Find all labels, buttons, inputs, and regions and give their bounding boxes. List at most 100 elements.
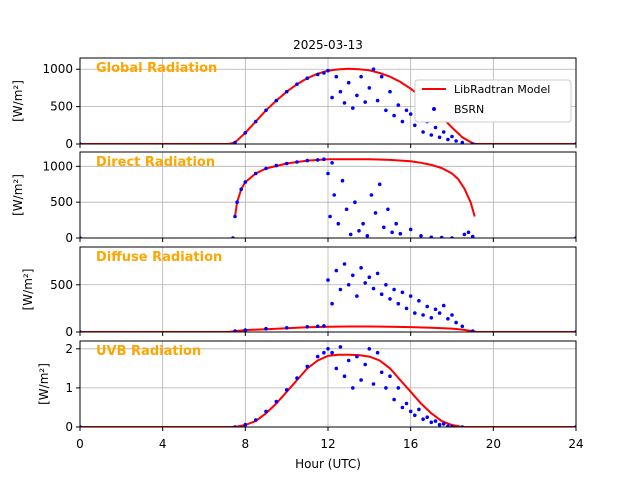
bsrn-point xyxy=(369,193,374,197)
y-axis-label: [W/m²] xyxy=(11,80,25,122)
bsrn-point xyxy=(351,386,355,390)
bsrn-point xyxy=(384,386,388,390)
y-tick-label: 0 xyxy=(65,325,73,339)
bsrn-point xyxy=(274,163,279,168)
bsrn-point xyxy=(404,401,409,406)
bsrn-point xyxy=(388,297,392,301)
bsrn-point xyxy=(384,283,388,287)
bsrn-point xyxy=(400,290,405,295)
bsrn-point xyxy=(408,294,413,298)
bsrn-point xyxy=(404,306,409,311)
bsrn-point xyxy=(305,364,310,369)
bsrn-point xyxy=(390,230,394,235)
legend-bsrn-label: BSRN xyxy=(454,103,484,116)
x-axis: 0 4 8 12 16 20 24 xyxy=(76,437,583,451)
bsrn-point xyxy=(400,405,405,410)
bsrn-point xyxy=(322,71,326,75)
bsrn-point xyxy=(367,275,372,280)
bsrn-point xyxy=(359,74,363,79)
bsrn-point xyxy=(371,382,376,386)
x-tick-label: 24 xyxy=(568,437,583,451)
bsrn-point xyxy=(359,266,363,270)
bsrn-point xyxy=(392,113,396,118)
bsrn-point xyxy=(408,409,413,414)
bsrn-point xyxy=(413,413,417,418)
bsrn-point xyxy=(342,374,347,379)
bsrn-point xyxy=(315,72,320,77)
panel-1: 0 500 1000 [W/m²] Global Radiation xyxy=(11,57,577,151)
bsrn-point xyxy=(429,133,434,137)
bsrn-point xyxy=(284,326,289,330)
bsrn-point xyxy=(328,214,332,219)
bsrn-point xyxy=(375,350,380,355)
bsrn-point xyxy=(441,422,446,426)
bsrn-point xyxy=(388,89,392,94)
bsrn-point xyxy=(421,313,425,317)
bsrn-point xyxy=(441,303,446,308)
bsrn-point xyxy=(437,135,442,140)
bsrn-point xyxy=(233,214,237,219)
bsrn-point xyxy=(295,160,299,164)
bsrn-point xyxy=(462,232,467,237)
bsrn-point xyxy=(439,235,444,238)
bsrn-point xyxy=(326,347,330,351)
bsrn-point xyxy=(274,399,279,404)
bsrn-point xyxy=(413,311,417,315)
panel-title: UVB Radiation xyxy=(96,344,201,359)
x-tick-label: 20 xyxy=(486,437,501,451)
bsrn-point xyxy=(419,234,423,238)
panel-2: 0 500 1000 [W/m²] Direct Radiation xyxy=(11,151,577,245)
bsrn-point xyxy=(429,420,434,425)
bsrn-point xyxy=(363,362,368,367)
bsrn-point xyxy=(243,180,248,184)
bsrn-point xyxy=(466,230,471,235)
model-line xyxy=(234,158,476,217)
bsrn-point xyxy=(355,354,359,359)
bsrn-point xyxy=(359,378,363,382)
bsrn-point xyxy=(305,158,310,163)
bsrn-point xyxy=(233,140,237,144)
bsrn-point xyxy=(398,231,403,236)
bsrn-point xyxy=(326,68,330,73)
bsrn-point xyxy=(392,287,396,292)
bsrn-point xyxy=(446,317,450,321)
y-tick-label: 500 xyxy=(50,100,73,114)
bsrn-point xyxy=(338,89,343,94)
bsrn-point xyxy=(338,345,343,349)
bsrn-point xyxy=(346,358,351,363)
bsrn-point xyxy=(233,329,237,332)
bsrn-point xyxy=(326,278,330,282)
bsrn-point xyxy=(429,316,434,320)
bsrn-point xyxy=(235,200,239,204)
panel-title: Direct Radiation xyxy=(96,155,215,170)
bsrn-point xyxy=(433,125,438,130)
bsrn-point xyxy=(264,326,268,331)
bsrn-point xyxy=(315,324,320,329)
bsrn-point xyxy=(346,283,351,287)
bsrn-point xyxy=(334,74,339,79)
bsrn-point xyxy=(379,74,384,79)
bsrn-point xyxy=(404,108,409,113)
y-tick-label: 500 xyxy=(50,278,73,292)
figure-title: 2025-03-13 xyxy=(293,38,363,52)
bsrn-point xyxy=(437,422,442,427)
bsrn-point xyxy=(330,350,334,355)
y-axis-label: [W/m²] xyxy=(21,269,35,311)
bsrn-point xyxy=(284,161,289,166)
bsrn-point xyxy=(348,232,353,237)
bsrn-point xyxy=(243,131,248,135)
bsrn-point xyxy=(253,171,258,176)
bsrn-point xyxy=(351,106,355,110)
bsrn-point xyxy=(315,158,320,162)
panels-group: 0 500 1000 [W/m²] Global Radiation 0 500 1000 [W… xyxy=(11,57,577,434)
bsrn-point xyxy=(417,299,421,303)
bsrn-point xyxy=(355,294,359,298)
bsrn-point xyxy=(305,76,310,80)
bsrn-point xyxy=(243,328,248,332)
bsrn-point xyxy=(357,229,361,233)
bsrn-point xyxy=(253,418,258,422)
bsrn-point xyxy=(253,119,258,124)
bsrn-point xyxy=(429,235,434,238)
bsrn-point xyxy=(379,292,384,297)
